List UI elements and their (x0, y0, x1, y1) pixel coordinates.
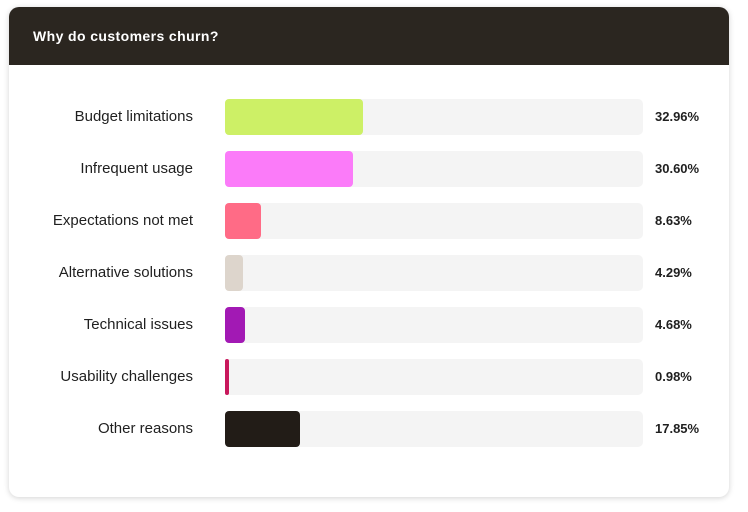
bar-row: Budget limitations 32.96% (9, 99, 729, 151)
bar-fill (225, 255, 243, 291)
bar-value-label: 4.68% (655, 317, 692, 332)
bar-fill (225, 203, 262, 239)
bar-value-label: 8.63% (655, 213, 692, 228)
card-header: Why do customers churn? (9, 7, 729, 65)
bar-chart: Budget limitations 32.96% Infrequent usage… (9, 65, 729, 463)
chart-title: Why do customers churn? (33, 28, 219, 44)
bar-row: Alternative solutions 4.29% (9, 255, 729, 307)
bar-fill (225, 307, 245, 343)
bar-track (225, 359, 643, 395)
bar-track (225, 307, 643, 343)
bar-label: Budget limitations (74, 108, 193, 125)
bar-label: Usability challenges (60, 368, 193, 385)
bar-track (225, 99, 643, 135)
bar-label: Other reasons (97, 420, 193, 437)
bar-fill (225, 151, 353, 187)
bar-label: Expectations not met (52, 212, 193, 229)
bar-value-label: 4.29% (655, 265, 692, 280)
bar-label: Alternative solutions (58, 264, 193, 281)
bar-value-label: 32.96% (655, 109, 700, 124)
bar-label: Infrequent usage (80, 160, 193, 177)
bar-fill (225, 359, 230, 395)
bar-fill (225, 411, 300, 447)
bar-track (225, 203, 643, 239)
bar-row: Usability challenges 0.98% (9, 359, 729, 411)
bar-track (225, 255, 643, 291)
bar-value-label: 17.85% (655, 421, 700, 436)
bar-value-label: 30.60% (655, 161, 700, 176)
bar-row: Infrequent usage 30.60% (9, 151, 729, 203)
bar-value-label: 0.98% (655, 369, 692, 384)
bar-fill (225, 99, 363, 135)
bar-row: Other reasons 17.85% (9, 411, 729, 463)
bar-row: Technical issues 4.68% (9, 307, 729, 359)
bar-track (225, 151, 643, 187)
churn-card: Why do customers churn? Budget limitatio… (9, 7, 729, 497)
bar-label: Technical issues (83, 316, 193, 333)
bar-row: Expectations not met 8.63% (9, 203, 729, 255)
bar-track (225, 411, 643, 447)
